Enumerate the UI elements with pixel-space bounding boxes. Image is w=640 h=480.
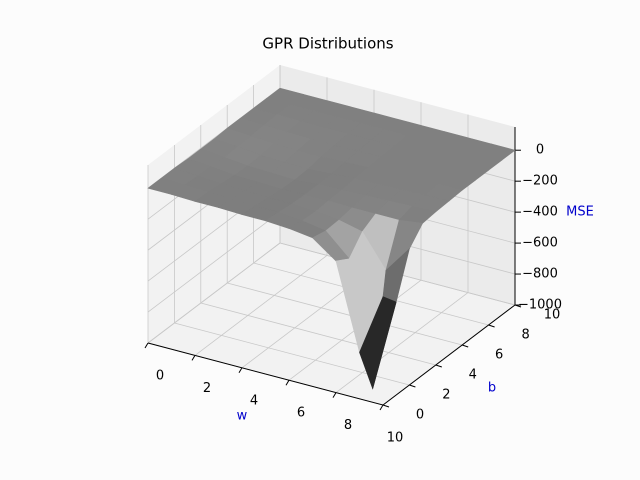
y-tick xyxy=(488,324,495,328)
grid-line xyxy=(200,302,436,366)
y-tick-label: 0 xyxy=(416,408,424,423)
y-tick xyxy=(409,384,416,388)
x-axis xyxy=(147,342,384,406)
grid-line xyxy=(147,211,281,313)
x-tick xyxy=(238,367,243,374)
z-axis-label: MSE xyxy=(566,205,594,220)
z-tick-label: −200 xyxy=(522,174,558,189)
z-tick-label: −800 xyxy=(522,267,558,282)
y-axis-label: b xyxy=(488,381,496,396)
y-tick-label: 6 xyxy=(495,348,503,363)
x-tick-label: 4 xyxy=(250,393,258,408)
x-tick xyxy=(332,392,337,398)
grid-line xyxy=(147,242,281,344)
x-tick-label: 2 xyxy=(203,381,211,396)
y-tick-label: 4 xyxy=(469,368,477,383)
y-tick-label: 10 xyxy=(544,308,561,323)
grid-line xyxy=(335,292,469,393)
chart-title: GPR Distributions xyxy=(262,35,393,53)
z-tick-label: −600 xyxy=(522,236,558,251)
y-axis xyxy=(382,304,516,406)
x-tick xyxy=(285,379,290,386)
y-tick-label: 8 xyxy=(521,328,529,343)
x-tick-label: 8 xyxy=(344,418,352,433)
z-tick-label: 0 xyxy=(536,143,544,158)
x-axis-label: w xyxy=(237,409,248,424)
z-tick-label: −400 xyxy=(522,205,558,220)
grid-line xyxy=(194,255,328,356)
y-tick-label: 2 xyxy=(442,388,450,403)
x-tick-label: 0 xyxy=(156,369,164,384)
grid-line xyxy=(227,282,463,346)
x-tick xyxy=(379,404,384,411)
y-tick xyxy=(382,404,390,408)
floor-pane xyxy=(148,243,515,405)
z-tick-label: −1000 xyxy=(518,298,562,313)
x-tick-label: 6 xyxy=(297,406,305,421)
y-tick xyxy=(435,364,442,368)
x-tick xyxy=(144,342,149,349)
y-tick xyxy=(462,344,469,348)
x-tick-label: 10 xyxy=(387,431,404,446)
x-tick xyxy=(191,355,196,361)
surface-face xyxy=(359,296,397,390)
